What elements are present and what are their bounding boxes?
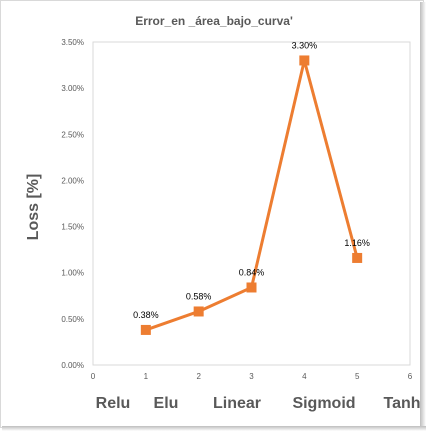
frame-shadow-right <box>420 2 426 431</box>
series <box>140 55 363 335</box>
x-tick-label: 5 <box>355 372 360 381</box>
x-tick-label: 6 <box>408 372 413 381</box>
x-tick-label: 0 <box>91 372 96 381</box>
data-label: 0.58% <box>186 291 212 301</box>
category-label: Relu <box>96 395 131 412</box>
y-tick-label: 3.00% <box>61 84 84 93</box>
y-tick-label: 2.50% <box>61 130 84 139</box>
y-tick-label: 1.00% <box>61 269 84 278</box>
category-label: Linear <box>213 395 261 412</box>
data-point-marker <box>299 55 310 66</box>
plot-area-border <box>92 41 411 366</box>
x-tick-label: 1 <box>144 372 149 381</box>
chart-title: Error_en _área_bajo_curva' <box>135 14 293 28</box>
tick-labels: 0.00% 0.50% 1.00% 1.50% 2.00% 2.50% 3.00% 3.50%… <box>61 38 412 381</box>
y-axis-label: Loss [%] <box>25 174 42 241</box>
y-tick-label: 1.50% <box>61 223 84 232</box>
category-label: Elu <box>154 395 179 412</box>
data-point-marker <box>352 252 363 263</box>
frame-shadow-bottom <box>2 426 426 431</box>
category-labels: Relu Elu Linear Sigmoid Tanh <box>96 395 421 412</box>
y-tick-label: 0.50% <box>61 315 84 324</box>
data-point-marker <box>246 282 257 293</box>
category-label: Sigmoid <box>292 395 355 412</box>
x-tick-label: 4 <box>302 372 307 381</box>
x-tick-label: 2 <box>196 372 201 381</box>
category-label: Tanh <box>383 395 420 412</box>
axes <box>92 41 411 366</box>
x-tick-label: 3 <box>249 372 254 381</box>
data-label: 0.84% <box>239 267 265 277</box>
y-tick-label: 3.50% <box>61 38 84 47</box>
data-label: 1.16% <box>344 238 370 248</box>
y-tick-label: 0.00% <box>61 361 84 370</box>
y-tick-label: 2.00% <box>61 176 84 185</box>
data-labels: 0.38% 0.58% 0.84% 3.30% 1.16% <box>133 40 370 319</box>
data-label: 0.38% <box>133 310 159 320</box>
data-point-marker <box>140 324 151 335</box>
data-label: 3.30% <box>292 40 318 50</box>
data-point-marker <box>193 306 204 317</box>
